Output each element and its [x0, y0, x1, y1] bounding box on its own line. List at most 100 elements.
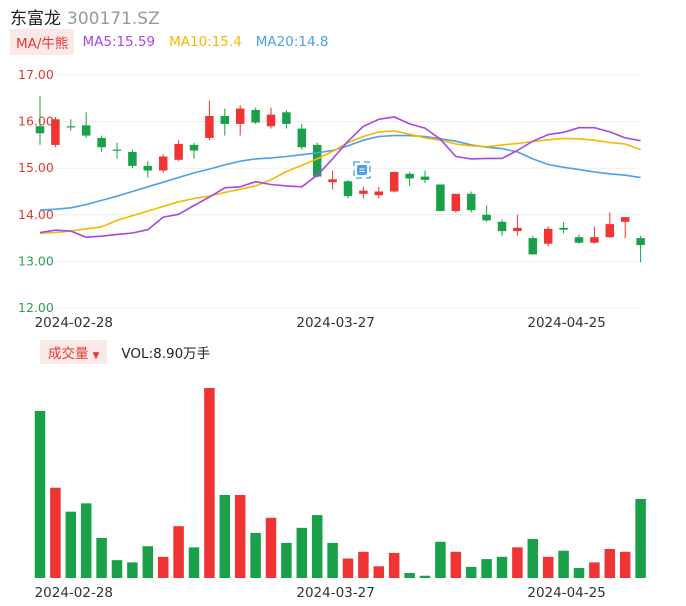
- x-tick-label: 2024-03-27: [296, 315, 374, 331]
- candle: [174, 140, 183, 162]
- volume-indicator-bar: 成交量 ▼ VOL:8.90万手: [40, 340, 210, 364]
- volume-bar: [157, 556, 169, 578]
- volume-bar: [234, 494, 246, 578]
- x-tick-label: 2024-04-25: [527, 585, 605, 601]
- volume-bar: [96, 537, 107, 578]
- volume-bar: [34, 410, 46, 578]
- volume-bar: [450, 551, 462, 578]
- volume-bar: [619, 551, 631, 578]
- volume-bar: [589, 562, 600, 578]
- candle: [143, 161, 153, 178]
- volume-bar: [496, 556, 508, 578]
- volume-bar: [111, 560, 123, 578]
- volume-bar: [635, 498, 646, 578]
- ma-indicator-bar: MA/牛熊 MA5:15.59 MA10:15.4 MA20:14.8: [10, 29, 328, 55]
- stock-header: 东富龙 300171.SZ: [10, 4, 160, 29]
- volume-selector-label: 成交量: [48, 346, 89, 362]
- candle: [528, 235, 538, 255]
- candle: [574, 234, 584, 244]
- volume-bar: [265, 517, 277, 578]
- ma20-line: [39, 134, 641, 211]
- price-date-axis: 2024-02-28 2024-03-27 2024-04-25: [35, 315, 606, 331]
- x-tick-label: 2024-02-28: [35, 315, 113, 331]
- volume-bar: [219, 494, 231, 578]
- volume-bar: [481, 559, 492, 578]
- y-tick-label: 13.00: [18, 253, 54, 268]
- volume-selector-button[interactable]: 成交量 ▼: [40, 340, 108, 364]
- x-tick-label: 2024-04-25: [527, 315, 605, 331]
- volume-bar: [281, 542, 292, 578]
- volume-bar: [542, 556, 554, 578]
- candle: [559, 221, 568, 234]
- stock-name: 东富龙: [10, 9, 61, 29]
- volume-bar: [296, 527, 308, 578]
- candle: [359, 186, 368, 199]
- candle: [513, 214, 522, 236]
- volume-bar: [373, 566, 385, 578]
- candle: [312, 142, 322, 178]
- candle: [66, 119, 76, 131]
- volume-bar: [604, 549, 616, 578]
- candle: [482, 205, 491, 222]
- ma10-line: [39, 130, 641, 235]
- candle: [405, 171, 414, 186]
- volume-bar: [250, 532, 261, 578]
- candle: [158, 154, 168, 173]
- volume-bar: [558, 550, 569, 578]
- volume-bar: [204, 388, 215, 578]
- volume-date-axis: 2024-02-28 2024-03-27 2024-04-25: [35, 585, 606, 601]
- ma-selector-button[interactable]: MA/牛熊: [10, 29, 75, 55]
- volume-bar: [404, 572, 415, 578]
- candle: [51, 116, 60, 148]
- volume-bar: [419, 575, 431, 578]
- volume-bar: [573, 567, 585, 578]
- price-gridlines: [40, 74, 640, 309]
- volume-bar: [80, 503, 92, 578]
- candle: [128, 149, 137, 169]
- candle: [251, 107, 260, 124]
- ma10-value: MA10:15.4: [169, 34, 242, 50]
- candle: [189, 142, 199, 159]
- volume-bar: [127, 562, 138, 578]
- event-marker-icon[interactable]: [353, 161, 371, 179]
- volume-bar: [435, 541, 446, 578]
- volume-bar: [342, 558, 354, 578]
- candle: [620, 217, 630, 239]
- volume-bar: [512, 547, 523, 578]
- volume-bar: [142, 546, 154, 578]
- candle: [590, 226, 599, 244]
- candle: [112, 142, 122, 159]
- volume-bar: [65, 511, 77, 578]
- x-tick-label: 2024-02-28: [35, 585, 113, 601]
- volume-bar: [465, 566, 477, 578]
- candle: [282, 109, 291, 129]
- candle: [389, 171, 399, 193]
- candle: [35, 95, 45, 145]
- volume-bar: [50, 487, 61, 578]
- candle: [328, 170, 337, 190]
- stock-code: 300171.SZ: [67, 9, 160, 29]
- candle: [266, 107, 276, 129]
- candle: [205, 100, 214, 141]
- candle: [81, 112, 91, 138]
- volume-bar: [173, 526, 184, 578]
- candle: [374, 186, 384, 199]
- y-tick-label: 15.00: [18, 160, 54, 175]
- volume-bar: [388, 552, 400, 578]
- candle: [605, 212, 615, 239]
- candle: [235, 105, 245, 136]
- candle: [451, 193, 461, 213]
- candlestick-series: [35, 95, 645, 263]
- candle: [466, 191, 476, 213]
- moving-average-lines: [39, 116, 641, 238]
- ma5-line: [39, 116, 641, 238]
- candle: [436, 184, 445, 212]
- candle: [636, 235, 645, 263]
- candle: [97, 135, 106, 152]
- candle: [297, 123, 307, 150]
- volume-bar: [527, 538, 539, 578]
- volume-bar-series: [34, 388, 646, 578]
- x-tick-label: 2024-03-27: [296, 585, 374, 601]
